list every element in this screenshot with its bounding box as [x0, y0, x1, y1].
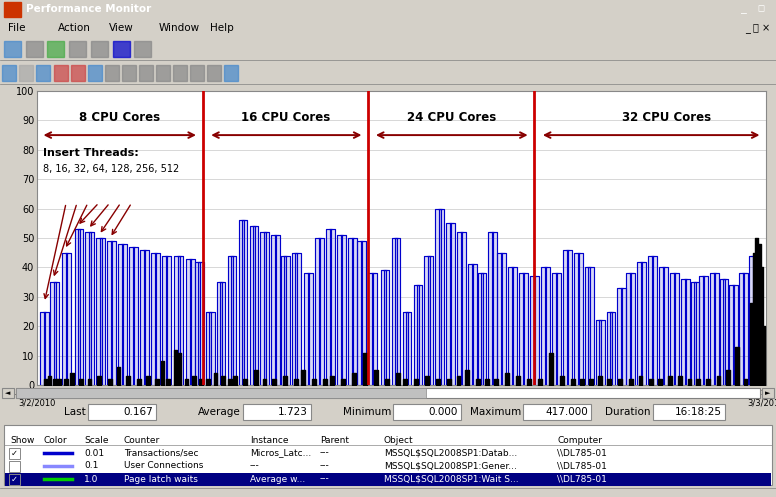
Text: Scale: Scale	[84, 436, 109, 445]
Text: Color: Color	[44, 436, 68, 445]
Text: 8 CPU Cores: 8 CPU Cores	[79, 111, 161, 124]
Text: 8, 16, 32, 64, 128, 256, 512: 8, 16, 32, 64, 128, 256, 512	[43, 164, 179, 174]
Text: 0.167: 0.167	[123, 407, 153, 417]
Bar	[5, 473, 771, 486]
Bar	[243, 404, 311, 420]
Bar	[190, 65, 204, 82]
Bar	[36, 65, 50, 82]
Text: Action: Action	[58, 23, 91, 33]
Text: ---: ---	[320, 448, 330, 458]
Text: Parent: Parent	[320, 436, 349, 445]
Text: Performance Monitor: Performance Monitor	[26, 4, 151, 14]
Bar	[173, 65, 187, 82]
Text: Average w...: Average w...	[250, 475, 305, 484]
Bar	[2, 388, 14, 398]
Text: Counter: Counter	[124, 436, 161, 445]
Text: 1.723: 1.723	[278, 407, 308, 417]
Text: Minimum: Minimum	[343, 407, 391, 417]
Bar	[16, 388, 426, 398]
Text: MSSQL$SQL2008SP1:Gener...: MSSQL$SQL2008SP1:Gener...	[384, 462, 517, 471]
Text: ---: ---	[250, 462, 260, 471]
Bar	[9, 474, 20, 485]
Text: ◄: ◄	[5, 390, 11, 396]
Text: 417.000: 417.000	[546, 407, 588, 417]
Bar	[523, 404, 591, 420]
Text: View: View	[109, 23, 133, 33]
Bar	[88, 404, 156, 420]
Text: _ ⬜ ×: _ ⬜ ×	[745, 23, 770, 33]
Text: 16 CPU Cores: 16 CPU Cores	[241, 111, 330, 124]
Bar	[54, 65, 68, 82]
Bar	[91, 41, 108, 57]
Text: Last: Last	[64, 407, 86, 417]
Text: Page latch waits: Page latch waits	[124, 475, 198, 484]
Bar	[71, 65, 85, 82]
Bar	[9, 461, 20, 472]
Bar	[139, 65, 153, 82]
Bar	[69, 41, 86, 57]
Text: \\DL785-01: \\DL785-01	[557, 475, 607, 484]
Text: 1.0: 1.0	[84, 475, 99, 484]
Bar	[4, 41, 21, 57]
Text: ✓: ✓	[11, 448, 18, 458]
Bar	[207, 65, 221, 82]
Text: 0.01: 0.01	[84, 448, 104, 458]
Text: Micros_Latc...: Micros_Latc...	[250, 448, 311, 458]
Bar	[105, 65, 119, 82]
Text: Window: Window	[159, 23, 200, 33]
Text: Average: Average	[198, 407, 241, 417]
Bar	[113, 41, 130, 57]
Bar	[88, 65, 102, 82]
Bar	[47, 41, 64, 57]
Text: 16:18:25: 16:18:25	[675, 407, 722, 417]
Bar	[26, 41, 43, 57]
Text: Help: Help	[210, 23, 234, 33]
Text: ---: ---	[320, 475, 330, 484]
Bar	[156, 65, 170, 82]
Text: \\DL785-01: \\DL785-01	[557, 448, 607, 458]
Text: 32 CPU Cores: 32 CPU Cores	[622, 111, 711, 124]
Text: Show: Show	[10, 436, 34, 445]
Text: MSSQL$SQL2008SP1:Wait S...: MSSQL$SQL2008SP1:Wait S...	[384, 475, 518, 484]
Bar	[653, 404, 725, 420]
Bar	[16, 388, 760, 398]
Bar	[393, 404, 461, 420]
Text: 24 CPU Cores: 24 CPU Cores	[407, 111, 496, 124]
Text: Instance: Instance	[250, 436, 289, 445]
Text: ✓: ✓	[11, 475, 18, 484]
Text: Maximum: Maximum	[469, 407, 521, 417]
Text: ►: ►	[765, 390, 771, 396]
Text: Computer: Computer	[557, 436, 602, 445]
Text: User Connections: User Connections	[124, 462, 203, 471]
Text: \\DL785-01: \\DL785-01	[557, 462, 607, 471]
Text: 0.000: 0.000	[428, 407, 458, 417]
Bar	[19, 65, 33, 82]
Text: ---: ---	[320, 462, 330, 471]
Text: Transactions/sec: Transactions/sec	[124, 448, 199, 458]
Bar	[2, 65, 16, 82]
Bar	[4, 2, 21, 17]
Text: Insert Threads:: Insert Threads:	[43, 148, 139, 158]
Text: MSSQL$SQL2008SP1:Datab...: MSSQL$SQL2008SP1:Datab...	[384, 448, 518, 458]
Text: File: File	[8, 23, 26, 33]
Bar	[134, 41, 151, 57]
Bar	[224, 65, 238, 82]
Text: Object: Object	[384, 436, 414, 445]
Bar	[9, 448, 20, 459]
Bar	[762, 388, 774, 398]
Text: 0.1: 0.1	[84, 462, 99, 471]
Bar	[122, 65, 136, 82]
Text: _  □  ×: _ □ ×	[741, 4, 776, 14]
Text: Duration: Duration	[605, 407, 651, 417]
